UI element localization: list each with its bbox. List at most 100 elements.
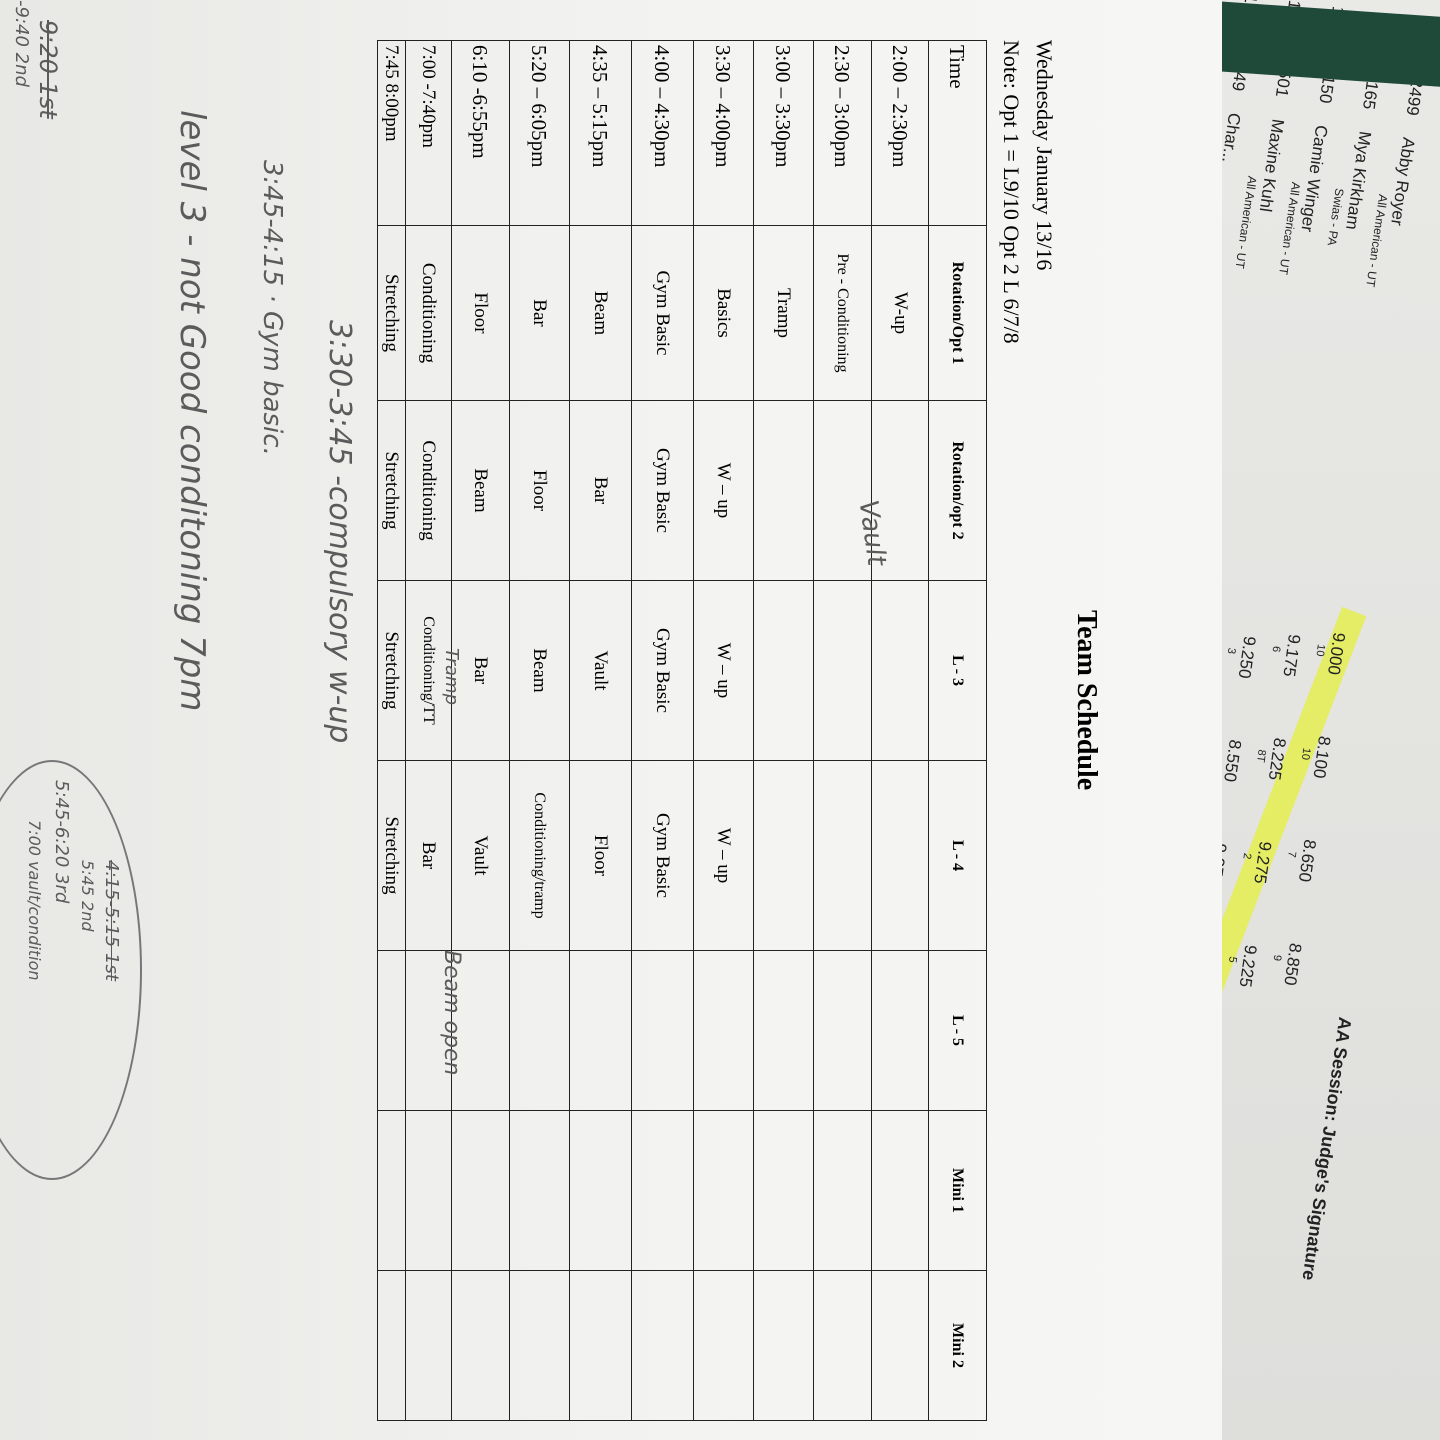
- score-value: 8.850 9: [1271, 941, 1306, 987]
- schedule-cell: Floor: [569, 760, 632, 951]
- schedule-cell: Bar: [569, 400, 632, 581]
- schedule-cell: [377, 1110, 406, 1271]
- schedule-cell: Conditioning/tramp: [509, 760, 570, 951]
- schedule-cell: [753, 950, 814, 1111]
- column-header: Time: [928, 40, 987, 226]
- schedule-cell: [813, 1110, 872, 1271]
- handwritten-circle-3: 5:45-6:20 3rd: [51, 780, 72, 904]
- schedule-cell: Stretching: [377, 225, 406, 401]
- schedule-cell: [813, 950, 872, 1111]
- schedule-note: Note: Opt 1 = L9/10 Opt 2 L 6/7/8: [999, 40, 1024, 344]
- handwritten-beam-open: Beam open: [439, 950, 464, 1076]
- time-cell: 4:00 – 4:30pm: [631, 40, 694, 226]
- schedule-cell: [753, 1270, 814, 1421]
- schedule-cell: [569, 950, 632, 1111]
- schedule-cell: Floor: [451, 225, 510, 401]
- score-value: 8.5504: [1210, 738, 1245, 784]
- schedule-cell: [813, 1270, 872, 1421]
- schedule-cell: Basics: [693, 225, 754, 401]
- score: 9.175: [1279, 633, 1305, 678]
- schedule-cell: [693, 1270, 754, 1421]
- handwritten-note-2: 3:45-4:15 · Gym basic.: [257, 160, 287, 456]
- schedule-cell: [405, 1270, 452, 1421]
- rank: 10: [1313, 643, 1327, 658]
- time-cell: 6:10 -6:55pm: [451, 40, 510, 226]
- schedule-cell: [405, 1110, 452, 1271]
- schedule-cell: [871, 1110, 929, 1271]
- rank: 3: [1224, 646, 1238, 655]
- score-value: 9.175 6: [1270, 633, 1305, 678]
- score-value: 9.250 3: [1225, 634, 1260, 680]
- column-header: L - 5: [928, 950, 987, 1111]
- table-row: 6:10 -6:55pm Floor Beam Bar Vault: [451, 40, 510, 1421]
- table-row: 7:00 -7:40pm Conditioning Conditioning Cond…: [405, 40, 452, 1421]
- schedule-cell: [509, 950, 570, 1111]
- schedule-cell: W – up: [693, 580, 754, 761]
- schedule-cell: [871, 950, 929, 1111]
- schedule-cell: Tramp: [753, 225, 814, 401]
- table-row: 2:30 – 3:00pm Pre - Conditioning: [813, 40, 872, 1421]
- schedule-cell: [631, 1110, 694, 1271]
- rank: 9: [1270, 953, 1284, 962]
- schedule-cell: [631, 950, 694, 1111]
- score: 8.850: [1280, 941, 1306, 987]
- schedule-date: Wednesday January 13/16: [1032, 40, 1057, 271]
- handwritten-circle-1: 4:15-5:15 1st: [101, 860, 122, 981]
- schedule-cell: [871, 580, 929, 761]
- time-cell: 7:00 -7:40pm: [405, 40, 452, 226]
- schedule-cell: [451, 1270, 510, 1421]
- time-cell: 5:20 – 6:05pm: [509, 40, 570, 226]
- schedule-cell: [871, 1270, 929, 1421]
- score: 9.275: [1250, 840, 1275, 885]
- schedule-cell: Gym Basic: [631, 760, 694, 951]
- score-sheet-header: AA Session: Judge's Signature: [1298, 1015, 1356, 1282]
- schedule-cell: [631, 1270, 694, 1421]
- schedule-cell: W – up: [693, 760, 754, 951]
- handwritten-circle-2: 5:45 2nd: [78, 860, 97, 932]
- schedule-cell: Beam: [451, 400, 510, 581]
- schedule-cell: [509, 1110, 570, 1271]
- schedule-cell: Gym Basic: [631, 580, 694, 761]
- schedule-cell: W-up: [871, 225, 929, 401]
- score: 9.250: [1234, 634, 1260, 680]
- score-value: 9.225 5: [1226, 943, 1261, 989]
- rank: 6: [1269, 645, 1283, 653]
- schedule-cell: [569, 1270, 632, 1421]
- table-row: 3:00 – 3:30pm Tramp: [753, 40, 814, 1421]
- schedule-cell: Conditioning: [405, 400, 452, 581]
- schedule-cell: [693, 950, 754, 1111]
- rank: 10: [1298, 746, 1313, 761]
- column-header: Mini 1: [928, 1110, 987, 1271]
- handwritten-edge-1: 9:20 1st: [34, 20, 62, 119]
- schedule-cell: Beam: [509, 580, 570, 761]
- column-header: Rotation/Opt 1: [928, 225, 987, 401]
- column-header: Rotation/opt 2: [928, 400, 987, 581]
- schedule-cell: [693, 1110, 754, 1271]
- rank: 8T: [1254, 748, 1268, 764]
- handwritten-note-1: 3:30-3:45 -compulsory w-up: [322, 320, 357, 744]
- schedule-cell: Bar: [405, 760, 452, 951]
- page-title: Team Schedule: [1071, 610, 1102, 791]
- handwritten-note-3: level 3 - not Good conditoning 7pm: [172, 110, 212, 712]
- score: 8.650: [1294, 838, 1320, 884]
- score-value: 8.100 10: [1299, 734, 1335, 780]
- schedule-cell: Bar: [509, 225, 570, 401]
- score: 8.550: [1220, 738, 1245, 784]
- schedule-cell: [753, 580, 814, 761]
- schedule-cell: [377, 950, 406, 1111]
- column-header: Mini 2: [928, 1270, 987, 1421]
- score: 9.225: [1235, 943, 1261, 989]
- schedule-cell: [451, 1110, 510, 1271]
- schedule-cell: [569, 1110, 632, 1271]
- schedule-cell: [753, 400, 814, 581]
- table-row: 3:30 – 4:00pm Basics W – up W – up W – up: [693, 40, 754, 1421]
- schedule-cell: Floor: [509, 400, 570, 581]
- score-value: 8.650 7: [1285, 838, 1320, 884]
- schedule-cell: [813, 760, 872, 951]
- handwritten-edge-2: -9:40 2nd: [11, 0, 32, 87]
- handwritten-circle-4: 7:00 vault/condition: [25, 820, 44, 981]
- score: 8.100: [1309, 734, 1335, 780]
